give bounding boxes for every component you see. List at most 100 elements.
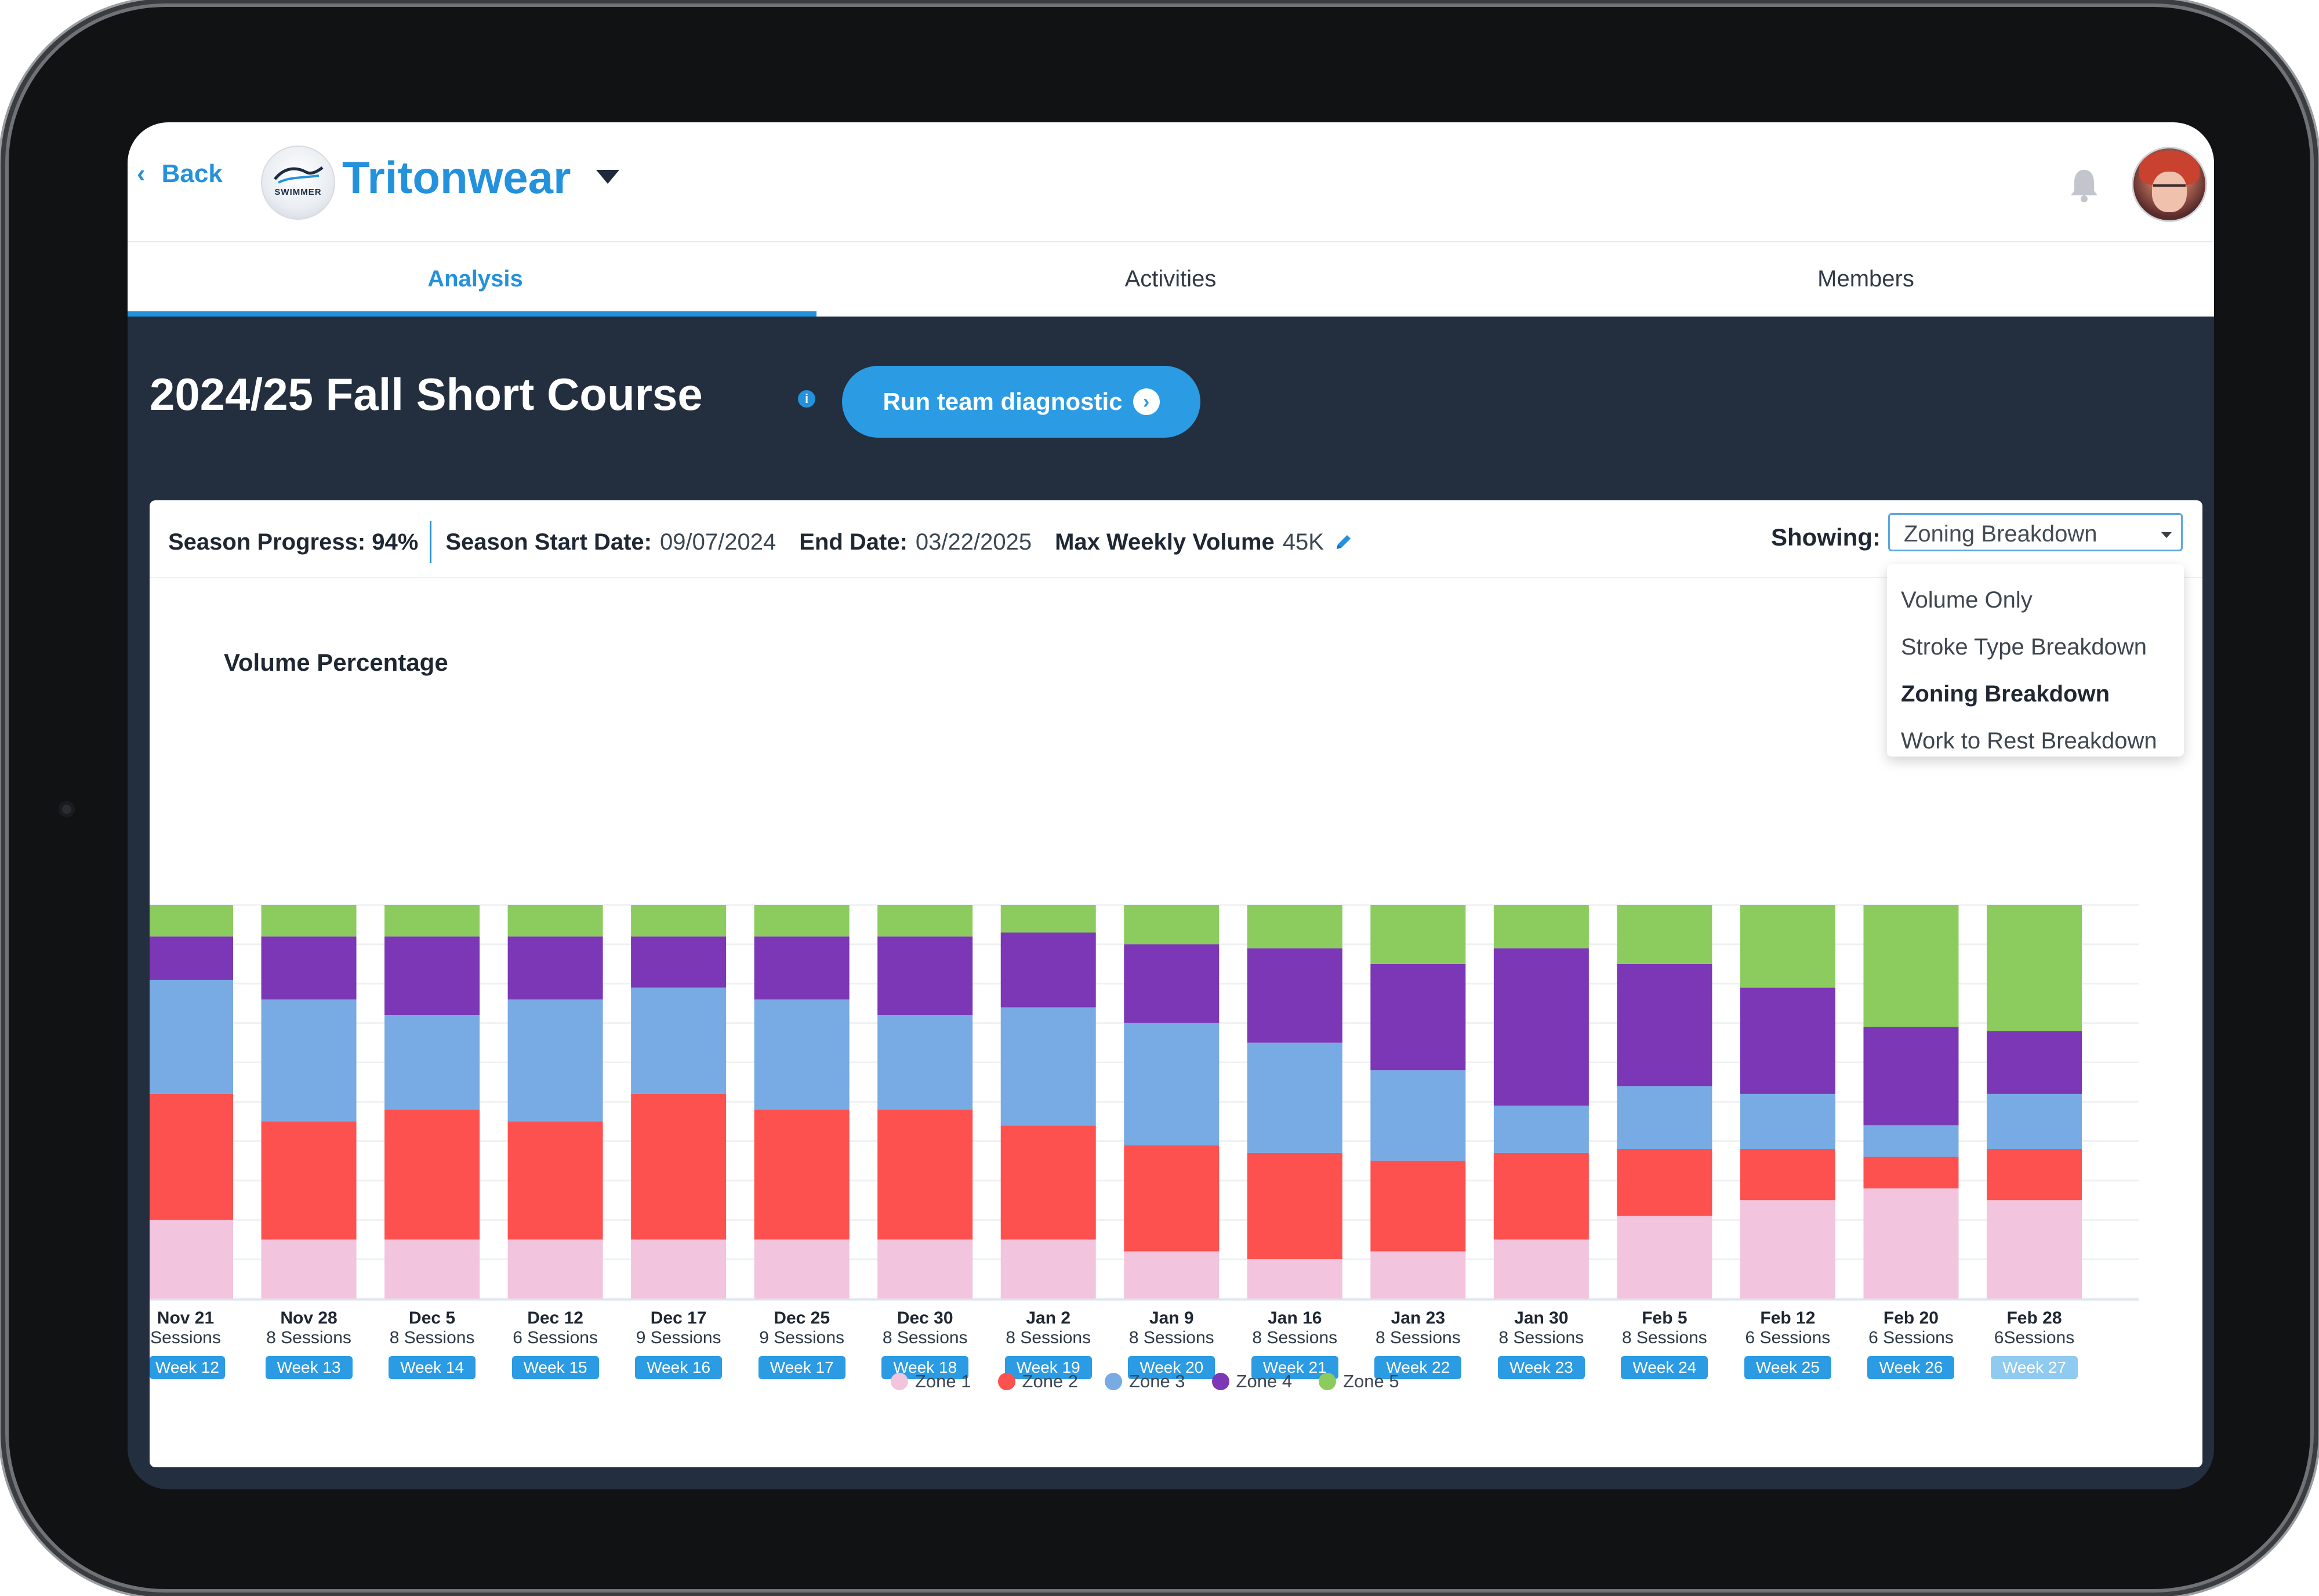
- bar-feb-28-zone-3[interactable]: [1987, 1093, 2082, 1149]
- bar-feb-28-zone-1[interactable]: [1987, 1200, 2082, 1299]
- bar-jan-23-zone-2[interactable]: [1370, 1161, 1466, 1252]
- week-pill[interactable]: Week 12: [150, 1356, 225, 1379]
- week-pill[interactable]: Week 17: [758, 1356, 845, 1379]
- bar-feb-20-zone-1[interactable]: [1863, 1188, 1959, 1299]
- bar-dec-12-zone-4[interactable]: [507, 936, 603, 999]
- tab-members[interactable]: Members: [1817, 266, 1914, 292]
- info-icon[interactable]: i: [798, 390, 815, 408]
- bar-feb-20-zone-4[interactable]: [1863, 1027, 1959, 1126]
- bar-feb-12-zone-5[interactable]: [1740, 905, 1835, 988]
- bar-nov-21-zone-3[interactable]: [150, 980, 233, 1094]
- bar-jan-9-zone-4[interactable]: [1124, 944, 1220, 1023]
- bar-dec-12-zone-2[interactable]: [507, 1121, 603, 1240]
- option-volume-only[interactable]: Volume Only: [1901, 587, 2033, 613]
- bar-jan-30-zone-1[interactable]: [1493, 1239, 1589, 1299]
- bar-nov-28-zone-1[interactable]: [261, 1239, 357, 1299]
- bar-jan-2-zone-4[interactable]: [1000, 932, 1096, 1008]
- bar-dec-12-zone-1[interactable]: [507, 1239, 603, 1299]
- bar-jan-16-zone-4[interactable]: [1247, 948, 1342, 1043]
- back-button[interactable]: ‹ Back: [137, 159, 223, 188]
- bar-jan-9-zone-1[interactable]: [1124, 1251, 1220, 1299]
- bar-dec-30-zone-4[interactable]: [877, 936, 973, 1016]
- bar-jan-9-zone-3[interactable]: [1124, 1023, 1220, 1146]
- week-pill[interactable]: Week 24: [1621, 1356, 1708, 1379]
- bar-dec-17-zone-1[interactable]: [631, 1239, 727, 1299]
- team-name[interactable]: Tritonwear: [342, 152, 571, 203]
- bar-dec-30-zone-3[interactable]: [877, 1015, 973, 1110]
- bar-feb-20-zone-2[interactable]: [1863, 1157, 1959, 1188]
- bar-nov-28-zone-4[interactable]: [261, 936, 357, 999]
- week-pill[interactable]: Week 14: [389, 1356, 476, 1379]
- tab-analysis[interactable]: Analysis: [128, 242, 823, 317]
- option-work-to-rest-breakdown[interactable]: Work to Rest Breakdown: [1901, 728, 2157, 754]
- bar-jan-23-zone-1[interactable]: [1370, 1251, 1466, 1299]
- week-pill[interactable]: Week 13: [265, 1356, 353, 1379]
- pencil-icon[interactable]: [1333, 532, 1354, 552]
- breakdown-select[interactable]: Zoning Breakdown: [1888, 513, 2183, 551]
- tab-activities[interactable]: Activities: [1124, 266, 1217, 292]
- team-dropdown-caret-icon[interactable]: [596, 170, 619, 184]
- bar-dec-17-zone-4[interactable]: [631, 936, 727, 988]
- bar-feb-28-zone-5[interactable]: [1987, 905, 2082, 1031]
- run-team-diagnostic-button[interactable]: Run team diagnostic ›: [842, 366, 1200, 438]
- bar-nov-21-zone-2[interactable]: [150, 1093, 233, 1220]
- bar-jan-16-zone-1[interactable]: [1247, 1259, 1342, 1299]
- bar-jan-2-zone-3[interactable]: [1000, 1007, 1096, 1126]
- bar-jan-9-zone-2[interactable]: [1124, 1145, 1220, 1252]
- bar-dec-17-zone-3[interactable]: [631, 987, 727, 1094]
- week-pill[interactable]: Week 22: [1374, 1356, 1462, 1379]
- x-label-sessions: 8 Sessions: [1375, 1328, 1461, 1347]
- week-pill[interactable]: Week 25: [1744, 1356, 1831, 1379]
- bar-feb-5-zone-3[interactable]: [1617, 1086, 1712, 1149]
- week-pill[interactable]: Week 19: [1004, 1356, 1092, 1379]
- bar-dec-25-zone-4[interactable]: [754, 936, 850, 999]
- bar-dec-25-zone-3[interactable]: [754, 999, 850, 1110]
- bar-nov-28-zone-3[interactable]: [261, 999, 357, 1122]
- bar-jan-2-zone-2[interactable]: [1000, 1125, 1096, 1240]
- week-pill[interactable]: Week 20: [1128, 1356, 1215, 1379]
- bar-nov-28-zone-2[interactable]: [261, 1121, 357, 1240]
- user-avatar[interactable]: [2132, 147, 2207, 222]
- week-pill[interactable]: Week 16: [635, 1356, 723, 1379]
- bar-jan-30-zone-2[interactable]: [1493, 1153, 1589, 1240]
- bar-feb-12-zone-1[interactable]: [1740, 1200, 1835, 1299]
- bar-jan-23-zone-4[interactable]: [1370, 964, 1466, 1071]
- option-stroke-type-breakdown[interactable]: Stroke Type Breakdown: [1901, 634, 2147, 660]
- bar-feb-20-zone-5[interactable]: [1863, 905, 1959, 1027]
- bar-feb-12-zone-4[interactable]: [1740, 987, 1835, 1094]
- bar-dec-5-zone-1[interactable]: [384, 1239, 480, 1299]
- bar-jan-2-zone-1[interactable]: [1000, 1239, 1096, 1299]
- bar-dec-17-zone-2[interactable]: [631, 1093, 727, 1240]
- bar-feb-20-zone-3[interactable]: [1863, 1125, 1959, 1157]
- bell-icon[interactable]: [2069, 168, 2099, 203]
- bar-dec-5-zone-2[interactable]: [384, 1110, 480, 1240]
- bar-nov-21-zone-1[interactable]: [150, 1220, 233, 1299]
- bar-jan-16-zone-2[interactable]: [1247, 1153, 1342, 1260]
- bar-dec-12-zone-3[interactable]: [507, 999, 603, 1122]
- bar-feb-28-zone-4[interactable]: [1987, 1031, 2082, 1094]
- bar-feb-28-zone-2[interactable]: [1987, 1148, 2082, 1201]
- bar-dec-5-zone-4[interactable]: [384, 936, 480, 1016]
- x-label-date: Dec 25: [774, 1308, 830, 1328]
- bar-feb-5-zone-1[interactable]: [1617, 1216, 1712, 1299]
- week-pill[interactable]: Week 26: [1867, 1356, 1955, 1379]
- bar-feb-5-zone-4[interactable]: [1617, 964, 1712, 1086]
- bar-jan-23-zone-3[interactable]: [1370, 1070, 1466, 1161]
- week-pill[interactable]: Week 23: [1497, 1356, 1585, 1379]
- bar-dec-30-zone-2[interactable]: [877, 1110, 973, 1240]
- bar-jan-30-zone-4[interactable]: [1493, 948, 1589, 1106]
- week-pill[interactable]: Week 27: [1991, 1356, 2078, 1379]
- bar-feb-12-zone-2[interactable]: [1740, 1148, 1835, 1201]
- bar-dec-5-zone-3[interactable]: [384, 1015, 480, 1110]
- bar-dec-30-zone-1[interactable]: [877, 1239, 973, 1299]
- bar-dec-25-zone-2[interactable]: [754, 1110, 850, 1240]
- bar-jan-16-zone-3[interactable]: [1247, 1042, 1342, 1153]
- option-zoning-breakdown[interactable]: Zoning Breakdown: [1901, 681, 2110, 707]
- bar-jan-30-zone-3[interactable]: [1493, 1106, 1589, 1153]
- bar-dec-25-zone-1[interactable]: [754, 1239, 850, 1299]
- bar-feb-12-zone-3[interactable]: [1740, 1093, 1835, 1149]
- week-pill[interactable]: Week 15: [511, 1356, 599, 1379]
- legend-zone-5-dot: [1319, 1373, 1337, 1390]
- bar-feb-5-zone-2[interactable]: [1617, 1148, 1712, 1216]
- bar-nov-21-zone-4[interactable]: [150, 936, 233, 980]
